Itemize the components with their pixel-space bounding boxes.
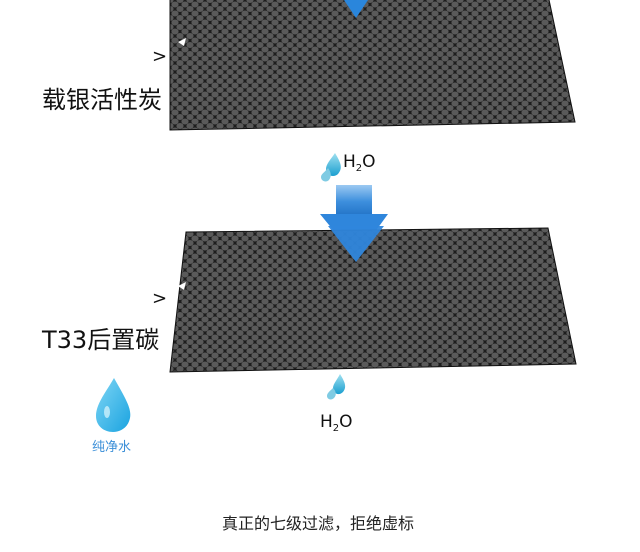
stage-marker: > xyxy=(152,46,168,67)
water-drop-small-icon xyxy=(327,374,346,400)
pure-water-drop-icon xyxy=(96,378,131,432)
h2o-label: H2O xyxy=(343,152,376,174)
water-drop-icon xyxy=(321,153,341,182)
stage-label-t33-carbon: T33后置碳 xyxy=(42,326,160,354)
stage-label-silver-carbon: 载银活性炭 xyxy=(42,86,162,114)
flow-arrow-tip-icon xyxy=(344,0,368,18)
silver-carbon-filter-sheet xyxy=(169,0,576,131)
flow-arrow-head-icon xyxy=(328,226,384,262)
stage-marker: > xyxy=(152,288,168,309)
caption: 真正的七级过滤，拒绝虚标 xyxy=(222,514,415,533)
h2o-label: H2O xyxy=(320,412,353,434)
pure-water-label: 纯净水 xyxy=(92,440,132,455)
filter-edge-notch xyxy=(178,38,186,46)
t33-carbon-filter-sheet xyxy=(169,227,577,373)
filter-edge-notch xyxy=(178,282,186,290)
